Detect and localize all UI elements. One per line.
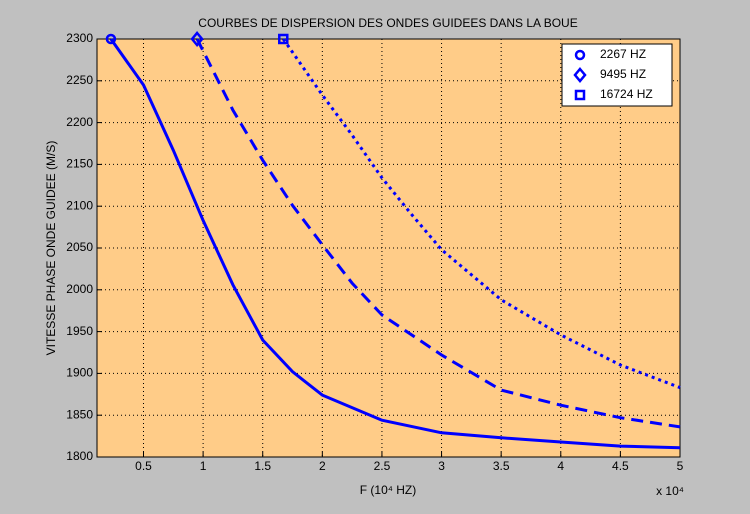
plot-area: [97, 39, 680, 457]
x-axis-label: F (10⁴ HZ): [360, 483, 417, 497]
marker: [278, 33, 289, 45]
legend: 2267 HZ 9495 HZ 16724 HZ: [561, 43, 673, 107]
marker: [105, 33, 117, 45]
y-tick-label: 1800: [66, 449, 93, 463]
x-tick-label: 1.5: [254, 459, 271, 473]
legend-label: 9495 HZ: [600, 67, 646, 81]
marker: [573, 67, 587, 83]
y-tick-label: 1900: [66, 366, 93, 380]
series-line: [282, 38, 681, 390]
chart-title: COURBES DE DISPERSION DES ONDES GUIDEES …: [198, 16, 577, 30]
marker: [190, 31, 204, 47]
y-tick-label: 2100: [66, 198, 93, 212]
x-tick-label: 3: [438, 459, 445, 473]
x-tick-label: 0.5: [135, 459, 152, 473]
y-axis-label: VITESSE PHASE ONDE GUIDEE (M/S): [44, 141, 58, 356]
y-tick-label: 1950: [66, 324, 93, 338]
legend-box: [561, 43, 673, 107]
y-tick-label: 2150: [66, 157, 93, 171]
axes-box: [96, 38, 681, 458]
x-tick-label: 1: [200, 459, 207, 473]
x-tick-label: 4.5: [612, 459, 629, 473]
marker: [574, 49, 586, 61]
series-line: [109, 38, 681, 450]
y-tick-label: 2250: [66, 73, 93, 87]
y-tick-label: 1850: [66, 407, 93, 421]
x-tick-label: 2.5: [374, 459, 391, 473]
legend-label: 2267 HZ: [600, 47, 646, 61]
x-tick-label: 3.5: [493, 459, 510, 473]
x-tick-label: 5: [677, 459, 684, 473]
x-multiplier: x 10⁴: [656, 484, 684, 498]
y-tick-label: 2000: [66, 282, 93, 296]
series-line: [195, 38, 681, 429]
x-tick-label: 4: [557, 459, 564, 473]
marker: [574, 89, 586, 101]
x-tick-label: 2: [319, 459, 326, 473]
y-tick-label: 2050: [66, 240, 93, 254]
y-tick-label: 2300: [66, 31, 93, 45]
y-tick-label: 2200: [66, 115, 93, 129]
legend-label: 16724 HZ: [600, 87, 653, 101]
